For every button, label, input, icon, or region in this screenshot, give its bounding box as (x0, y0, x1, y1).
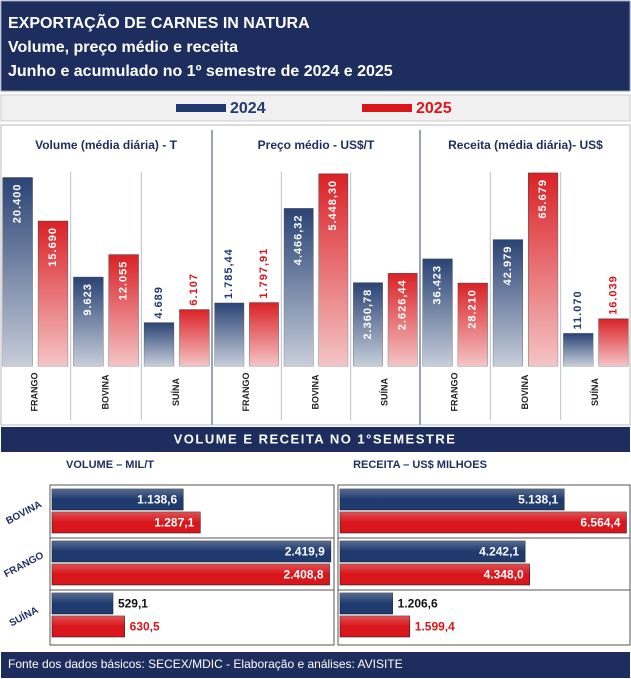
value-label: 20.400 (12, 184, 24, 224)
value-label: 4.348,0 (484, 568, 524, 582)
top-panel (0, 124, 631, 426)
legend-swatch (362, 104, 412, 112)
bar-shine (179, 309, 210, 366)
value-label: 1.138,6 (137, 493, 177, 507)
bar-shine (598, 318, 629, 366)
value-label: 630,5 (130, 620, 160, 634)
bar-shine (2, 177, 33, 366)
value-label: 5.138,1 (518, 493, 558, 507)
value-label: 6.107 (188, 273, 200, 306)
bar-shine (340, 512, 627, 523)
bar-shine (144, 322, 174, 366)
bar-shine (493, 239, 523, 366)
chart-title: RECEITA – US$ MILHOES (353, 459, 487, 471)
bar-shine (52, 489, 184, 500)
bar-shine (52, 512, 201, 523)
value-label: 4.466,32 (293, 214, 305, 265)
bar-shine (340, 489, 565, 500)
section-title: VOLUME E RECEITA NO 1°SEMESTRE (174, 431, 457, 446)
bar-shine (52, 564, 330, 575)
bar-shine (340, 564, 530, 575)
value-label: 2.626,44 (397, 279, 409, 330)
x-tick-label: BOVINA (520, 374, 530, 410)
bar-shine (108, 254, 139, 366)
x-tick-label: SUÍNA (380, 378, 390, 407)
bar-shine (388, 273, 418, 366)
footer: Fonte dos dados básicos: SECEX/MDIC - El… (8, 657, 403, 671)
header-box (0, 0, 631, 92)
bar-shine (528, 172, 558, 366)
value-label: 2.408,8 (284, 568, 324, 582)
chart-title: Receita (média diária)- US$ (448, 138, 603, 152)
bar-shine (52, 616, 125, 627)
bar-shine (249, 302, 279, 366)
value-label: 28.210 (467, 289, 479, 329)
value-label: 1.287,1 (154, 516, 194, 530)
bar-shine (340, 541, 526, 552)
x-tick-label: FRANGO (241, 373, 251, 412)
bar-shine (353, 282, 383, 366)
x-tick-label: BOVINA (310, 374, 320, 410)
value-label: 65.679 (537, 179, 549, 219)
value-label: 529,1 (118, 597, 148, 611)
x-tick-label: BOVINA (100, 374, 110, 410)
value-label: 4.242,1 (479, 545, 519, 559)
legend-label: 2025 (416, 100, 452, 117)
value-label: 4.689 (153, 286, 165, 319)
value-label: 5.448,30 (327, 180, 339, 231)
value-label: 1.785,44 (223, 248, 235, 299)
chart-title: VOLUME – MIL/T (66, 459, 154, 471)
bar-shine (340, 593, 393, 604)
value-label: 12.055 (118, 261, 130, 301)
bar-shine (457, 283, 488, 366)
header-line: Volume, preço médio e receita (8, 39, 238, 56)
chart-title: Preço médio - US$/T (258, 138, 375, 152)
chart-title: Volume (média diária) - T (35, 138, 177, 152)
x-tick-label: SUÍNA (171, 378, 181, 407)
legend-label: 2024 (230, 100, 266, 117)
bar-shine (38, 221, 68, 366)
bar-shine (318, 173, 348, 366)
value-label: 9.623 (82, 283, 94, 316)
value-label: 15.690 (47, 227, 59, 267)
value-label: 1.206,6 (398, 597, 438, 611)
legend-strip (0, 94, 631, 122)
bar-shine (284, 208, 314, 366)
bar-shine (214, 303, 244, 366)
x-tick-label: FRANGO (450, 373, 460, 412)
value-label: 36.423 (431, 265, 443, 305)
legend-swatch (176, 104, 226, 112)
bar-shine (563, 333, 594, 366)
bar-shine (422, 258, 453, 366)
bar-shine (73, 277, 104, 366)
section-bar (1, 427, 630, 452)
x-tick-label: SUÍNA (590, 378, 600, 407)
value-label: 11.070 (572, 290, 584, 329)
value-label: 16.039 (607, 275, 619, 315)
footer-bar (1, 652, 630, 678)
value-label: 2.419,9 (285, 545, 325, 559)
value-label: 1.797,91 (258, 248, 270, 299)
bar-shine (340, 616, 410, 627)
header-line: EXPORTAÇÃO DE CARNES IN NATURA (8, 12, 310, 32)
value-label: 2.360,78 (362, 289, 374, 340)
value-label: 42.979 (502, 246, 514, 286)
bar-shine (52, 541, 331, 552)
bar-shine (52, 593, 113, 604)
value-label: 1.599,4 (415, 620, 455, 634)
header-line: Junho e acumulado no 1º semestre de 2024… (8, 63, 393, 80)
value-label: 6.564,4 (580, 516, 620, 530)
x-tick-label: FRANGO (30, 373, 40, 412)
